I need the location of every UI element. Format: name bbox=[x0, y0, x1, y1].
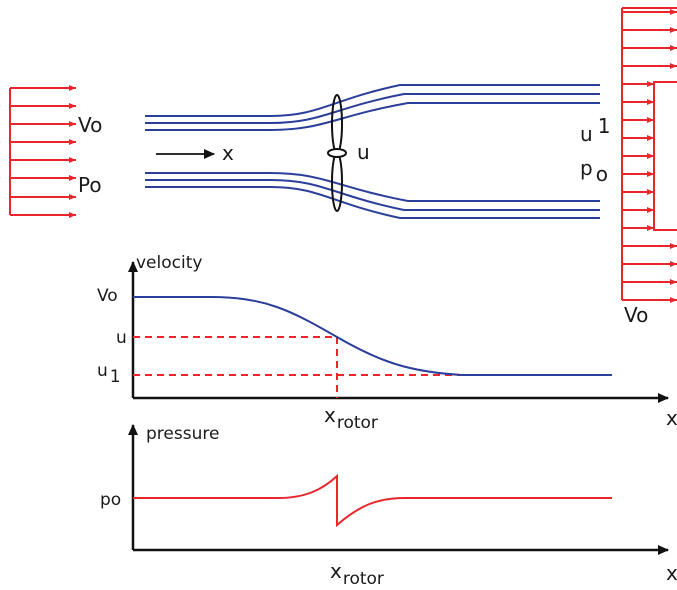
pressure-curve bbox=[133, 473, 612, 528]
pressure-xlabel: x bbox=[666, 561, 677, 585]
velocity-ylabel: velocity bbox=[136, 253, 202, 273]
inlet-velocity-profile bbox=[9, 85, 76, 218]
pressure-plot: pressure po xrotor x bbox=[100, 424, 677, 589]
wake-velocity-profile bbox=[621, 7, 677, 303]
rotor-icon bbox=[327, 94, 347, 212]
velocity-curve bbox=[133, 296, 463, 376]
inlet-velocity-label: Vo bbox=[78, 113, 102, 137]
far-velocity-label: Vo bbox=[624, 303, 648, 327]
streamtube bbox=[145, 84, 600, 219]
streamline bbox=[145, 186, 600, 219]
tick-p0-label: po bbox=[100, 490, 121, 510]
velocity-rotor-label: xrotor bbox=[324, 403, 378, 433]
pressure-rotor-label: xrotor bbox=[330, 559, 384, 585]
inlet-pressure-label: Po bbox=[78, 173, 102, 197]
flow-axis-label: x bbox=[222, 141, 234, 165]
tick-v0-label: Vo bbox=[97, 286, 118, 306]
streamline bbox=[145, 84, 600, 117]
streamline bbox=[145, 93, 600, 124]
pressure-ylabel: pressure bbox=[146, 424, 219, 444]
rotor-velocity-label: u bbox=[357, 140, 370, 164]
tick-u-label: u bbox=[116, 328, 127, 348]
streamline bbox=[145, 179, 600, 211]
velocity-xlabel: x bbox=[666, 406, 677, 430]
